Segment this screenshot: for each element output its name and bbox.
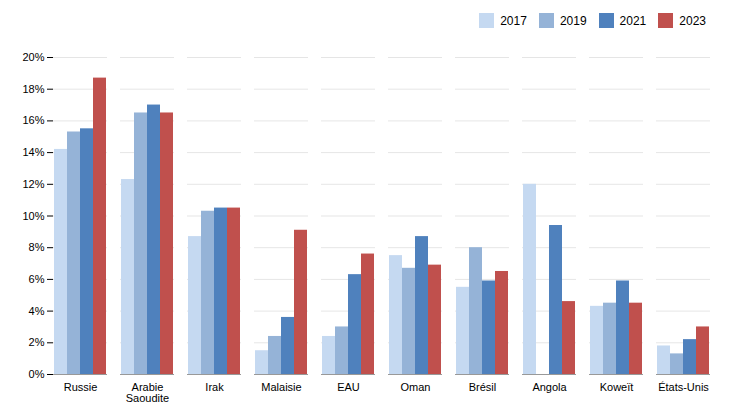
html-text:2017: 2017 [500,13,527,28]
svg-text:10%: 10% [22,210,44,222]
html-text:2019: 2019 [559,13,587,28]
svg-text:12%: 12% [22,178,44,190]
svg-text:Irak: Irak [205,381,224,393]
svg-text:14%: 14% [22,146,44,158]
svg-text:Koweït: Koweït [600,381,634,393]
svg-text:ArabieSaoudite: ArabieSaoudite [126,381,169,404]
svg-text:8%: 8% [29,241,45,253]
svg-text:16%: 16% [22,114,44,126]
svg-text:0%: 0% [29,368,45,380]
svg-text:6%: 6% [29,273,45,285]
svg-text:2%: 2% [29,336,45,348]
svg-text:20%: 20% [22,51,44,63]
svg-text:Brésil: Brésil [469,381,497,393]
html-text:2023: 2023 [679,13,706,28]
svg-text:États-Unis: États-Unis [658,381,709,393]
svg-text:18%: 18% [22,83,44,95]
svg-text:Malaisie: Malaisie [261,381,301,393]
svg-text:EAU: EAU [337,381,360,393]
svg-text:Oman: Oman [401,381,431,393]
html-text:2021: 2021 [619,13,647,28]
svg-text:Russie: Russie [64,381,98,393]
svg-text:4%: 4% [29,305,45,317]
svg-text:Angola: Angola [532,381,567,393]
